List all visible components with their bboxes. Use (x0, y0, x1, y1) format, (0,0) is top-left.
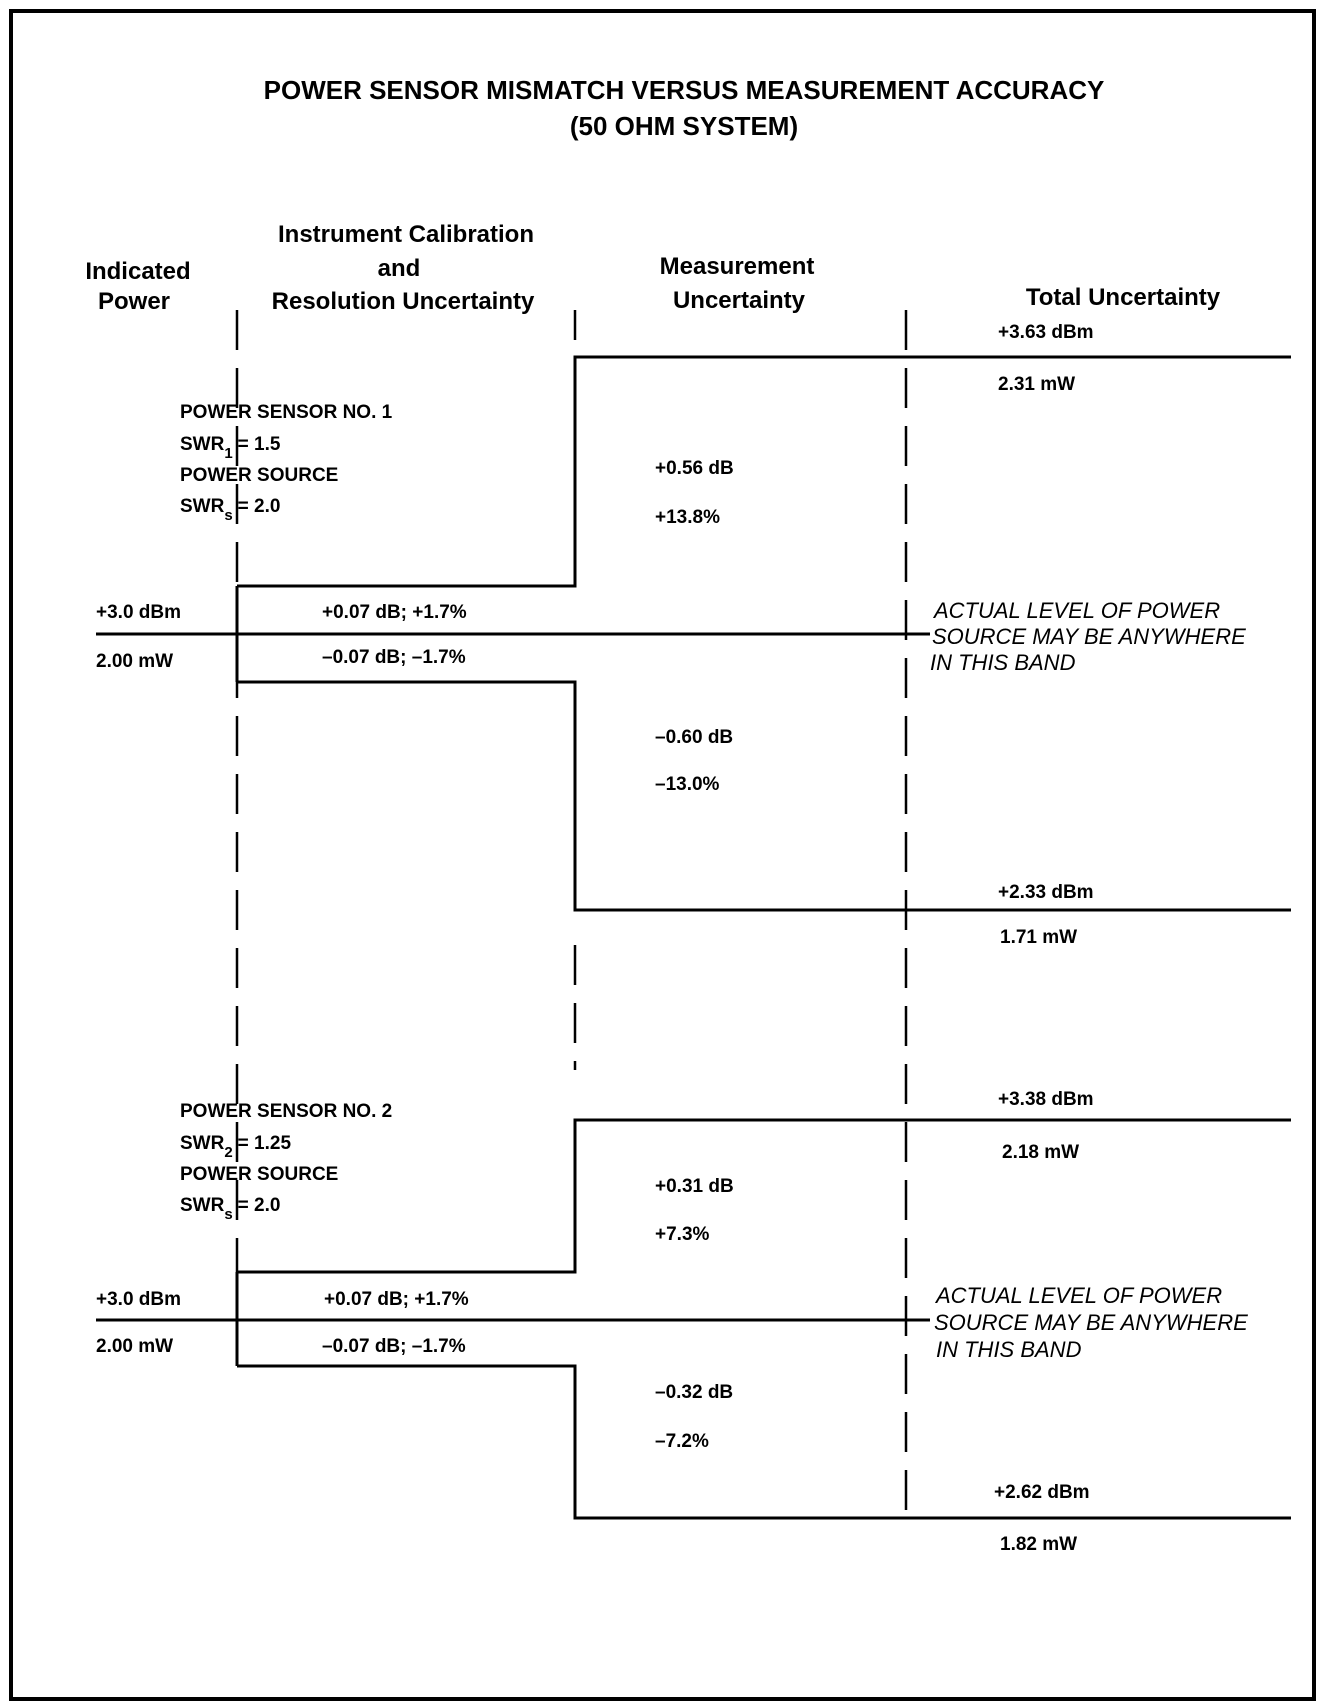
sensor1-note-3: IN THIS BAND (930, 650, 1076, 675)
sensor1-meas-lower-db: –0.60 dB (655, 727, 733, 748)
sensor1-name: POWER SENSOR NO. 1 (180, 402, 393, 423)
sensor1-source-name: POWER SOURCE (180, 465, 338, 486)
sensor2-meas-lower-db: –0.32 dB (655, 1382, 733, 1403)
sensor2-note-3: IN THIS BAND (936, 1337, 1082, 1362)
sensor2-meas-upper-pct: +7.3% (655, 1224, 710, 1245)
sensor1-source-swr: SWRs = 2.0 (180, 496, 280, 524)
sensor2-total-lower-mw: 1.82 mW (1000, 1534, 1077, 1555)
sensor2-swr: SWR2 = 1.25 (180, 1133, 291, 1161)
sensor2-total-upper-dbm: +3.38 dBm (998, 1089, 1094, 1110)
sensor2-source-swr: SWRs = 2.0 (180, 1195, 280, 1223)
sensor2-cal-lower: –0.07 dB; –1.7% (322, 1336, 466, 1357)
sensor1-cal-lower: –0.07 dB; –1.7% (322, 647, 466, 668)
column-headers: Indicated Power Instrument Calibration a… (85, 221, 1220, 315)
sensor1-meas-upper-db: +0.56 dB (655, 458, 734, 479)
sensor1-meas-lower-pct: –13.0% (655, 774, 720, 795)
sensor2-source-name: POWER SOURCE (180, 1164, 338, 1185)
sensor2-note-1: ACTUAL LEVEL OF POWER (934, 1283, 1222, 1308)
sensor2-total-lower-dbm: +2.62 dBm (994, 1482, 1090, 1503)
sensor1-total-upper-mw: 2.31 mW (998, 374, 1075, 395)
sensor2-group: POWER SENSOR NO. 2 SWR2 = 1.25 POWER SOUR… (96, 1089, 1291, 1555)
header-indicated-power-2: Power (98, 288, 170, 315)
page-border (9, 9, 1316, 1701)
sensor1-indicated-dbm: +3.0 dBm (96, 602, 181, 623)
sensor2-upper-step (237, 1118, 1291, 1274)
sensor2-meas-lower-pct: –7.2% (655, 1431, 709, 1452)
sensor2-indicated-mw: 2.00 mW (96, 1336, 173, 1357)
sensor2-note-2: SOURCE MAY BE ANYWHERE (934, 1310, 1248, 1335)
sensor2-cal-upper: +0.07 dB; +1.7% (324, 1289, 469, 1310)
header-measurement-1: Measurement (660, 253, 815, 280)
header-indicated-power-1: Indicated (85, 258, 190, 285)
sensor1-total-upper-dbm: +3.63 dBm (998, 322, 1094, 343)
sensor1-total-lower-mw: 1.71 mW (1000, 927, 1077, 948)
header-calibration-2: and (378, 255, 421, 282)
sensor1-indicated-mw: 2.00 mW (96, 651, 173, 672)
sensor1-note-1: ACTUAL LEVEL OF POWER (932, 598, 1220, 623)
sensor1-swr: SWR1 = 1.5 (180, 434, 281, 462)
header-calibration-1: Instrument Calibration (278, 221, 534, 248)
header-calibration-3: Resolution Uncertainty (272, 288, 535, 315)
sensor2-lower-step (237, 1364, 1291, 1520)
header-measurement-2: Uncertainty (673, 287, 806, 314)
sensor1-meas-upper-pct: +13.8% (655, 507, 720, 528)
sensor2-total-upper-mw: 2.18 mW (1002, 1142, 1079, 1163)
column-dividers (235, 310, 908, 1520)
sensor1-upper-step (237, 355, 1291, 588)
sensor1-lower-step (237, 680, 1291, 912)
sensor1-total-lower-dbm: +2.33 dBm (998, 882, 1094, 903)
header-total-uncertainty: Total Uncertainty (1026, 284, 1221, 311)
sensor2-indicated-dbm: +3.0 dBm (96, 1289, 181, 1310)
sensor1-group: POWER SENSOR NO. 1 SWR1 = 1.5 POWER SOURC… (96, 322, 1291, 948)
sensor2-name: POWER SENSOR NO. 2 (180, 1101, 392, 1122)
diagram-title: POWER SENSOR MISMATCH VERSUS MEASUREMENT… (264, 75, 1105, 105)
diagram-subtitle: (50 OHM SYSTEM) (570, 111, 798, 141)
sensor2-meas-upper-db: +0.31 dB (655, 1176, 734, 1197)
sensor1-note-2: SOURCE MAY BE ANYWHERE (932, 624, 1246, 649)
sensor1-cal-upper: +0.07 dB; +1.7% (322, 602, 467, 623)
